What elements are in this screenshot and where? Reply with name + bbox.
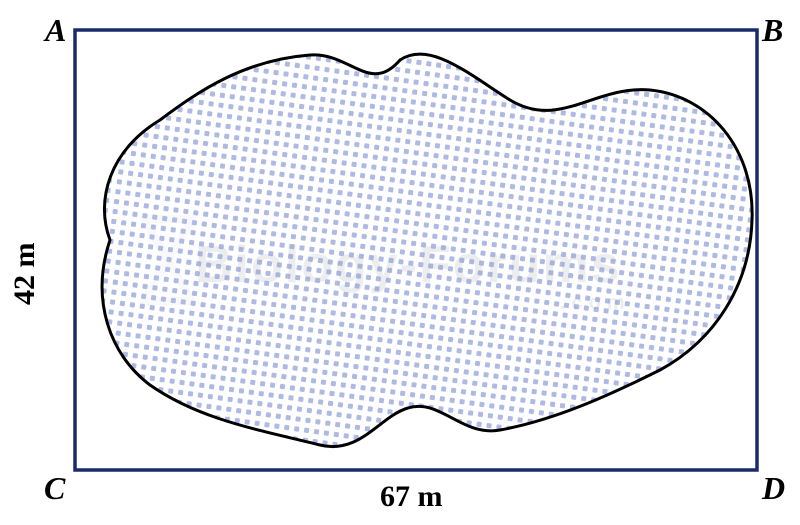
vertex-label-b: B [762, 12, 783, 49]
width-dimension-label: 67 m [380, 480, 443, 514]
height-dimension-label: 42 m [8, 243, 42, 306]
vertex-label-a: A [45, 12, 66, 49]
diagram-canvas: Biology-Forums .com A B C D 42 m 67 m [0, 0, 800, 525]
diagram-svg [0, 0, 800, 525]
vertex-label-c: C [44, 470, 65, 507]
vertex-label-d: D [762, 470, 785, 507]
lake-fill [102, 54, 752, 447]
